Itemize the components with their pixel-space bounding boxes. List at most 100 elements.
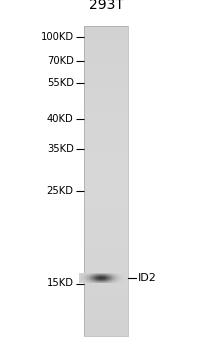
Bar — [117, 282, 118, 283]
Bar — [84, 75, 128, 78]
Bar — [111, 282, 112, 283]
Bar — [79, 275, 80, 276]
Bar — [114, 282, 115, 283]
Bar — [87, 275, 88, 276]
Bar — [89, 273, 90, 274]
Bar — [84, 47, 128, 49]
Bar — [108, 282, 109, 283]
Bar — [86, 282, 87, 283]
Bar — [121, 280, 122, 281]
Bar — [122, 279, 123, 280]
Bar — [121, 279, 122, 280]
Bar — [97, 281, 98, 282]
Bar — [107, 275, 108, 276]
Bar — [97, 282, 98, 283]
Bar — [111, 277, 112, 278]
Bar — [84, 302, 128, 305]
Bar — [84, 52, 128, 55]
Bar — [120, 282, 121, 283]
Bar — [102, 277, 103, 278]
Text: 293T: 293T — [89, 0, 123, 12]
Bar — [112, 282, 113, 283]
Bar — [87, 276, 88, 277]
Bar — [91, 275, 92, 276]
Bar — [85, 277, 86, 278]
Bar — [84, 258, 128, 261]
Bar — [92, 281, 93, 282]
Bar — [103, 279, 104, 280]
Bar — [117, 280, 118, 281]
Bar — [100, 274, 101, 275]
Bar — [111, 276, 112, 277]
Bar — [93, 273, 94, 274]
Bar — [84, 287, 128, 289]
Bar — [84, 145, 128, 148]
Bar — [117, 279, 118, 280]
Bar — [100, 280, 101, 281]
Bar — [82, 281, 83, 282]
Bar — [84, 214, 128, 217]
Bar — [84, 238, 128, 240]
Bar — [113, 277, 114, 278]
Bar — [108, 280, 109, 281]
Bar — [116, 278, 117, 279]
Bar — [122, 273, 123, 274]
Bar — [100, 279, 101, 280]
Bar — [103, 274, 104, 275]
Bar — [84, 278, 85, 279]
Bar — [116, 282, 117, 283]
Bar — [84, 44, 128, 47]
Bar — [82, 280, 83, 281]
Bar — [116, 281, 117, 282]
Bar — [84, 134, 128, 137]
Bar — [84, 240, 128, 243]
Bar — [84, 266, 128, 269]
Bar — [84, 268, 128, 272]
Bar — [111, 277, 112, 278]
Bar — [90, 277, 91, 278]
Bar — [96, 282, 97, 283]
Bar — [102, 274, 103, 275]
Bar — [84, 292, 128, 295]
Bar — [84, 281, 85, 282]
Bar — [93, 277, 94, 278]
Bar — [112, 279, 113, 280]
Bar — [89, 275, 90, 276]
Bar — [84, 222, 128, 225]
Bar — [91, 282, 92, 283]
Bar — [112, 278, 113, 279]
Bar — [112, 273, 113, 274]
Bar — [89, 274, 90, 275]
Bar — [89, 276, 90, 277]
Bar — [111, 275, 112, 276]
Bar — [92, 276, 93, 277]
Bar — [82, 279, 83, 280]
Bar — [92, 276, 93, 277]
Bar — [84, 277, 85, 278]
Bar — [87, 280, 88, 281]
Bar — [111, 276, 112, 277]
Bar — [89, 277, 90, 278]
Bar — [89, 279, 90, 280]
Bar — [107, 281, 108, 282]
Bar — [111, 281, 112, 282]
Bar — [92, 281, 93, 282]
Bar — [97, 275, 98, 276]
Bar — [88, 280, 89, 281]
Bar — [99, 281, 100, 282]
Bar — [81, 278, 82, 279]
Bar — [92, 273, 93, 274]
Bar — [84, 235, 128, 238]
Bar — [83, 278, 84, 279]
Bar — [116, 274, 117, 275]
Bar — [94, 277, 95, 278]
Bar — [119, 281, 120, 282]
Bar — [117, 279, 118, 280]
Bar — [110, 277, 111, 278]
Bar — [91, 280, 92, 281]
Bar — [88, 281, 89, 282]
Bar — [96, 277, 97, 278]
Bar — [107, 277, 108, 278]
Bar — [104, 273, 105, 274]
Bar — [121, 282, 122, 283]
